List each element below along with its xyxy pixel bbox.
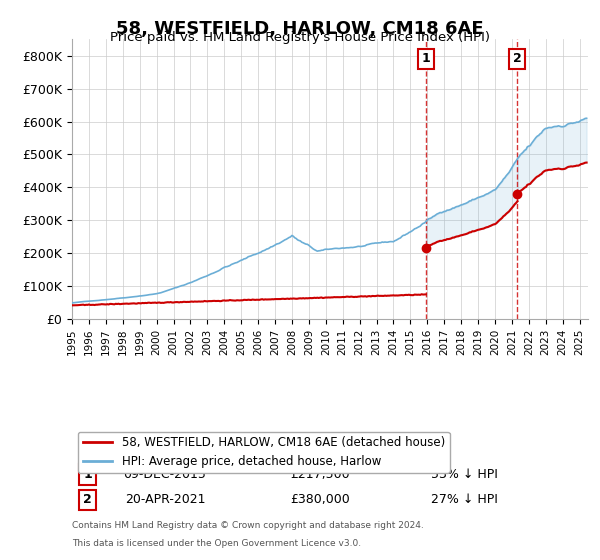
Text: This data is licensed under the Open Government Licence v3.0.: This data is licensed under the Open Gov… [72,539,361,548]
Text: 58, WESTFIELD, HARLOW, CM18 6AE: 58, WESTFIELD, HARLOW, CM18 6AE [116,20,484,38]
Text: 1: 1 [83,468,92,481]
Legend: 58, WESTFIELD, HARLOW, CM18 6AE (detached house), HPI: Average price, detached h: 58, WESTFIELD, HARLOW, CM18 6AE (detache… [78,432,449,473]
Text: 53% ↓ HPI: 53% ↓ HPI [431,468,497,481]
Text: 27% ↓ HPI: 27% ↓ HPI [431,493,497,506]
Text: 1: 1 [422,53,430,66]
Text: Contains HM Land Registry data © Crown copyright and database right 2024.: Contains HM Land Registry data © Crown c… [72,521,424,530]
Text: £380,000: £380,000 [290,493,350,506]
Text: Price paid vs. HM Land Registry's House Price Index (HPI): Price paid vs. HM Land Registry's House … [110,31,490,44]
Text: 20-APR-2021: 20-APR-2021 [125,493,205,506]
Text: £217,500: £217,500 [290,468,349,481]
Text: 2: 2 [83,493,92,506]
Text: 09-DEC-2015: 09-DEC-2015 [124,468,206,481]
Text: 2: 2 [512,53,521,66]
